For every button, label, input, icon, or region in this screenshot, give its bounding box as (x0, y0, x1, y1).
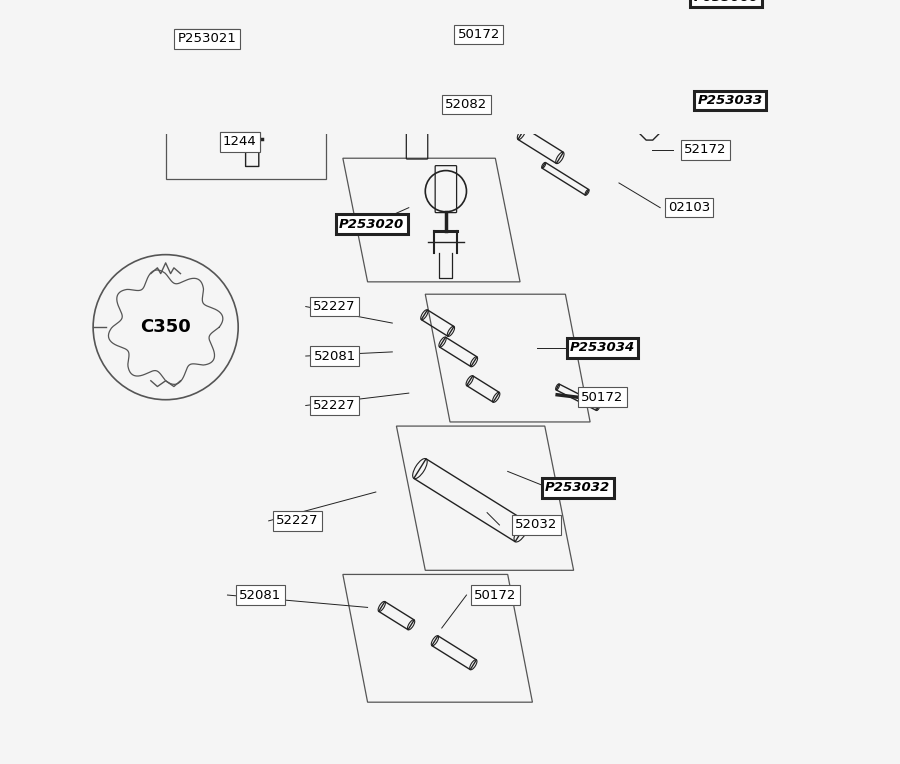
Text: 52081: 52081 (239, 588, 282, 601)
Text: C350: C350 (140, 318, 191, 336)
Text: P253021: P253021 (177, 32, 237, 45)
Text: 1244: 1244 (223, 135, 256, 148)
Text: P253020: P253020 (339, 218, 404, 231)
Bar (166, 26, 327, 179)
Text: P253033: P253033 (698, 94, 763, 107)
Text: 50172: 50172 (581, 390, 624, 403)
Text: 52081: 52081 (313, 349, 356, 363)
Text: 50172: 50172 (458, 28, 500, 41)
Text: 52227: 52227 (313, 399, 356, 412)
Text: 52227: 52227 (313, 300, 356, 313)
Text: P253021: P253021 (177, 32, 237, 45)
Text: P253032: P253032 (545, 481, 610, 494)
Text: P035060: P035060 (694, 0, 759, 4)
Text: 52032: 52032 (516, 519, 558, 532)
Text: 02103: 02103 (668, 201, 710, 214)
Text: 52227: 52227 (276, 514, 319, 527)
Text: 52082: 52082 (446, 98, 488, 111)
Text: 1244: 1244 (223, 135, 256, 148)
Text: 50172: 50172 (474, 588, 517, 601)
Text: P253034: P253034 (570, 342, 635, 354)
Text: 52172: 52172 (684, 144, 726, 157)
